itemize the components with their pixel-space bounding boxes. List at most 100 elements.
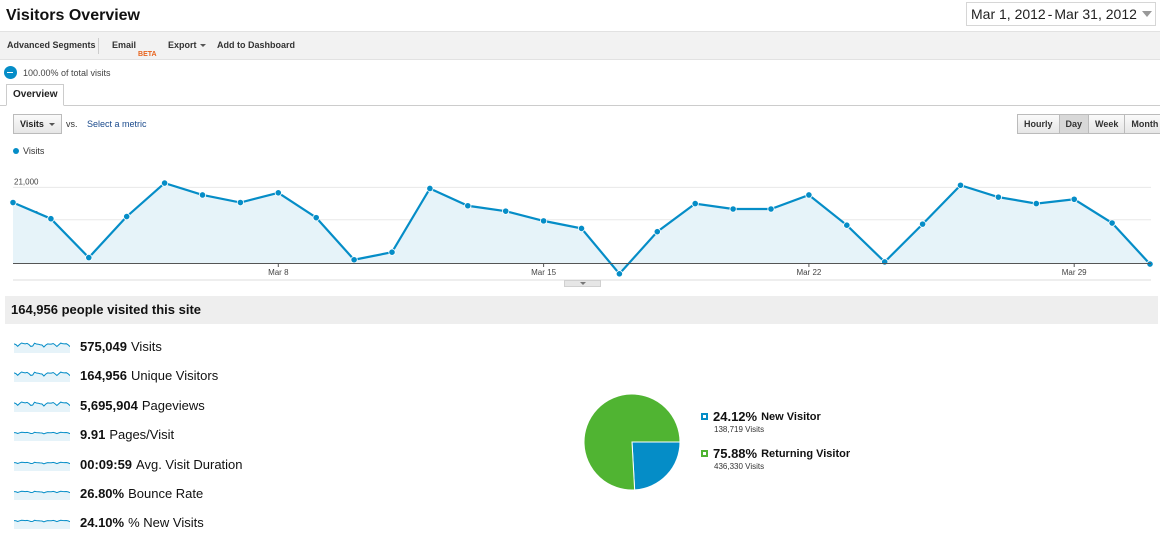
- visits-point[interactable]: [729, 205, 737, 213]
- metric-value: 164,956: [80, 367, 127, 383]
- pie-legend-new-visitor: 24.12% New Visitor 138,719 Visits: [701, 409, 821, 434]
- x-tick-label: Mar 8: [268, 268, 289, 277]
- chart-legend: Visits: [13, 146, 44, 156]
- metric-dropdown[interactable]: Visits: [13, 114, 62, 134]
- visits-point[interactable]: [843, 221, 851, 229]
- visits-point[interactable]: [918, 220, 927, 228]
- new-visitor-swatch-icon: [701, 413, 708, 420]
- tab-divider: [0, 105, 1160, 106]
- sparkline-area: [14, 491, 70, 500]
- returning-visitor-percent: 75.88%: [713, 446, 758, 461]
- visits-point[interactable]: [9, 198, 17, 207]
- new-visitor-label: New Visitor: [761, 410, 821, 423]
- export-label: Export: [168, 40, 197, 50]
- visits-point[interactable]: [653, 228, 661, 236]
- visits-point[interactable]: [956, 181, 965, 189]
- visits-point[interactable]: [805, 191, 813, 199]
- metric-row[interactable]: 164,956 Unique Visitors: [14, 366, 314, 384]
- sparkline-icon: [14, 490, 70, 500]
- date-start: Mar 1, 2012: [971, 6, 1046, 22]
- date-separator: -: [1047, 6, 1053, 22]
- metric-row[interactable]: 5,695,904 Pageviews: [14, 396, 314, 414]
- metric-value: 00:09:59: [80, 456, 133, 472]
- visitor-type-pie: [583, 393, 681, 491]
- tab-overview[interactable]: Overview: [6, 84, 65, 106]
- visits-point[interactable]: [767, 205, 775, 213]
- x-tick-label: Mar 29: [1062, 268, 1087, 277]
- metric-label: Pageviews: [141, 397, 205, 413]
- visits-point[interactable]: [350, 256, 358, 264]
- metric-dropdown-label: Visits: [20, 119, 44, 129]
- visits-point[interactable]: [464, 202, 472, 210]
- sparkline-line: [14, 490, 70, 494]
- sparkline-area: [14, 372, 70, 382]
- sparkline-icon: [14, 401, 70, 412]
- segment-pie-icon: [4, 66, 17, 79]
- export-button[interactable]: Export: [168, 40, 206, 50]
- visits-point[interactable]: [1070, 195, 1078, 203]
- visits-point[interactable]: [388, 248, 396, 256]
- add-to-dashboard-button[interactable]: Add to Dashboard: [217, 40, 295, 50]
- visits-point[interactable]: [426, 184, 434, 193]
- email-label: Email: [112, 40, 137, 50]
- granularity-day-button[interactable]: Day: [1058, 114, 1090, 134]
- visits-point[interactable]: [691, 199, 699, 208]
- sparkline-icon: [14, 519, 70, 529]
- metric-label: Visits: [131, 338, 162, 354]
- chevron-down-icon: [49, 123, 55, 126]
- metric-row[interactable]: 26.80% Bounce Rate: [14, 484, 314, 502]
- visits-point[interactable]: [47, 215, 55, 223]
- metric-label: % New Visits: [128, 514, 204, 530]
- legend-series-label: Visits: [23, 146, 45, 156]
- email-button[interactable]: EmailBETA: [112, 40, 157, 58]
- summary-headline: 164,956 people visited this site: [5, 296, 1158, 324]
- chart-collapse-handle[interactable]: [564, 280, 601, 287]
- visits-point[interactable]: [1146, 260, 1154, 268]
- visits-point[interactable]: [539, 217, 548, 225]
- visits-point[interactable]: [502, 207, 510, 215]
- date-range-picker[interactable]: Mar 1, 2012 - Mar 31, 2012: [966, 2, 1156, 26]
- visits-point[interactable]: [161, 179, 169, 187]
- metric-value: 5,695,904: [80, 397, 138, 413]
- metric-label: Bounce Rate: [128, 485, 204, 501]
- metric-row[interactable]: 575,049 Visits: [14, 337, 314, 355]
- sparkline-area: [14, 520, 70, 529]
- metric-row[interactable]: 24.10%% New Visits: [14, 513, 314, 531]
- segment-indicator[interactable]: 100.00% of total visits: [4, 66, 111, 79]
- visits-point[interactable]: [1032, 199, 1040, 208]
- pie-slice-returning-visitor[interactable]: [583, 393, 681, 491]
- returning-visitor-label: Returning Visitor: [761, 447, 851, 460]
- visits-point[interactable]: [1108, 219, 1116, 227]
- visits-point[interactable]: [236, 198, 244, 207]
- granularity-hourly-button[interactable]: Hourly: [1017, 114, 1060, 134]
- returning-visitor-swatch-icon: [701, 450, 708, 457]
- metric-label: Pages/Visit: [109, 426, 175, 442]
- sparkline-area: [14, 402, 70, 412]
- select-metric-link[interactable]: Select a metric: [87, 119, 147, 129]
- granularity-switcher: Hourly Day Week Month: [1017, 114, 1160, 134]
- pie-legend-returning-visitor: 75.88% Returning Visitor 436,330 Visits: [701, 446, 850, 471]
- sparkline-icon: [14, 371, 70, 382]
- granularity-week-button[interactable]: Week: [1088, 114, 1126, 134]
- returning-visitor-count: 436,330 Visits: [714, 462, 765, 471]
- visits-point[interactable]: [85, 254, 93, 262]
- visits-point[interactable]: [994, 193, 1003, 201]
- pie-slice-new-visitor[interactable]: [631, 441, 681, 491]
- granularity-month-button[interactable]: Month: [1124, 114, 1160, 134]
- beta-badge: BETA: [138, 51, 157, 58]
- visits-point[interactable]: [312, 214, 320, 222]
- visits-point[interactable]: [198, 191, 207, 199]
- advanced-segments-button[interactable]: Advanced Segments: [7, 40, 96, 50]
- visits-point[interactable]: [123, 212, 131, 221]
- sparkline-line: [14, 431, 70, 435]
- metric-row[interactable]: 00:09:59 Avg. Visit Duration: [14, 455, 314, 473]
- new-visitor-count: 138,719 Visits: [714, 425, 765, 434]
- sparkline-area: [14, 432, 70, 441]
- metric-row[interactable]: 9.91 Pages/Visit: [14, 425, 314, 443]
- visits-point[interactable]: [615, 270, 624, 278]
- visits-point[interactable]: [881, 258, 889, 266]
- visits-point[interactable]: [577, 224, 586, 233]
- visits-point[interactable]: [274, 189, 282, 197]
- sparkline-line: [14, 519, 70, 523]
